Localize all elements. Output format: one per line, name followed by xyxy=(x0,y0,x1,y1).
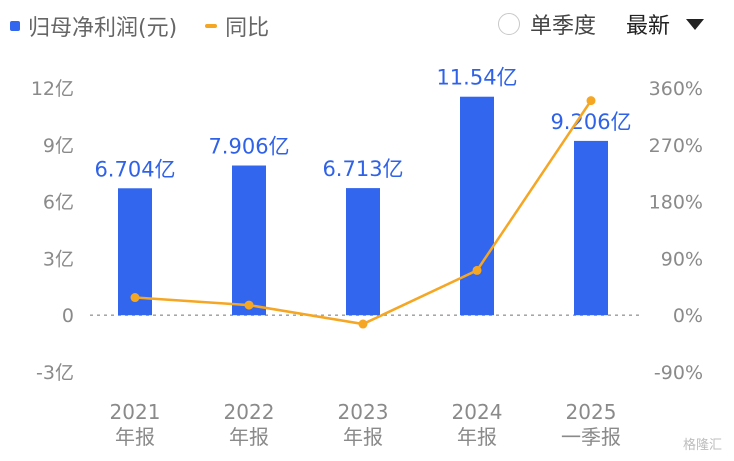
legend-bar-label: 归母净利润(元) xyxy=(28,16,178,41)
bar-value-label: 7.906亿 xyxy=(208,135,289,159)
y-right-tick-label: -90% xyxy=(654,362,703,384)
season-radio-icon[interactable] xyxy=(497,13,520,35)
y-right-tick-label: 90% xyxy=(661,248,703,270)
y-right-tick-label: 270% xyxy=(649,135,703,157)
yoy-point xyxy=(358,319,368,329)
bar-value-label: 6.713亿 xyxy=(322,157,403,181)
y-left-tick-label: -3亿 xyxy=(36,362,74,384)
sort-dropdown[interactable]: 最新 xyxy=(626,8,704,40)
x-tick-label-period: 一季报 xyxy=(561,425,621,449)
x-tick-label-period: 年报 xyxy=(343,425,383,449)
y-left-tick-label: 6亿 xyxy=(43,192,74,214)
chart-controls: 单季度 最新 xyxy=(497,8,704,40)
y-left-tick-label: 12亿 xyxy=(31,78,74,100)
legend: 归母净利润(元) 同比 xyxy=(10,10,269,42)
legend-line-label: 同比 xyxy=(225,16,270,41)
x-tick-label-year: 2022 xyxy=(224,400,275,424)
line-series-swatch xyxy=(205,24,218,28)
caret-down-icon[interactable] xyxy=(686,18,704,30)
x-tick-label-year: 2025 xyxy=(566,400,617,424)
x-tick-label-year: 2023 xyxy=(338,400,389,424)
sort-dropdown-label[interactable]: 最新 xyxy=(625,14,670,39)
y-left-tick-label: 9亿 xyxy=(43,135,74,157)
yoy-point xyxy=(586,96,596,106)
x-tick-label-year: 2021 xyxy=(110,400,161,424)
y-left-tick-label: 3亿 xyxy=(43,248,74,270)
bar xyxy=(346,188,380,316)
x-tick-label-period: 年报 xyxy=(115,425,155,449)
yoy-point xyxy=(130,293,140,303)
season-toggle-label[interactable]: 单季度 xyxy=(529,14,596,39)
y-right-tick-label: 180% xyxy=(649,192,703,214)
bar-value-label: 6.704亿 xyxy=(94,157,175,181)
yoy-point xyxy=(472,265,482,275)
yoy-point xyxy=(244,300,254,310)
bar-series-swatch xyxy=(10,21,20,31)
x-tick-label-period: 年报 xyxy=(229,425,269,449)
watermark-logo: 格隆汇 xyxy=(682,438,722,453)
bar xyxy=(574,140,608,316)
y-right-tick-label: 360% xyxy=(649,78,703,100)
bar xyxy=(460,96,494,316)
bar-value-label: 11.54亿 xyxy=(436,66,517,90)
x-tick-label-period: 年报 xyxy=(457,425,497,449)
bar-value-label: 9.206亿 xyxy=(550,110,631,134)
bar xyxy=(232,165,266,316)
y-right-tick-label: 0% xyxy=(673,305,703,327)
y-left-tick-label: 0 xyxy=(62,305,74,327)
x-tick-label-year: 2024 xyxy=(452,400,503,424)
